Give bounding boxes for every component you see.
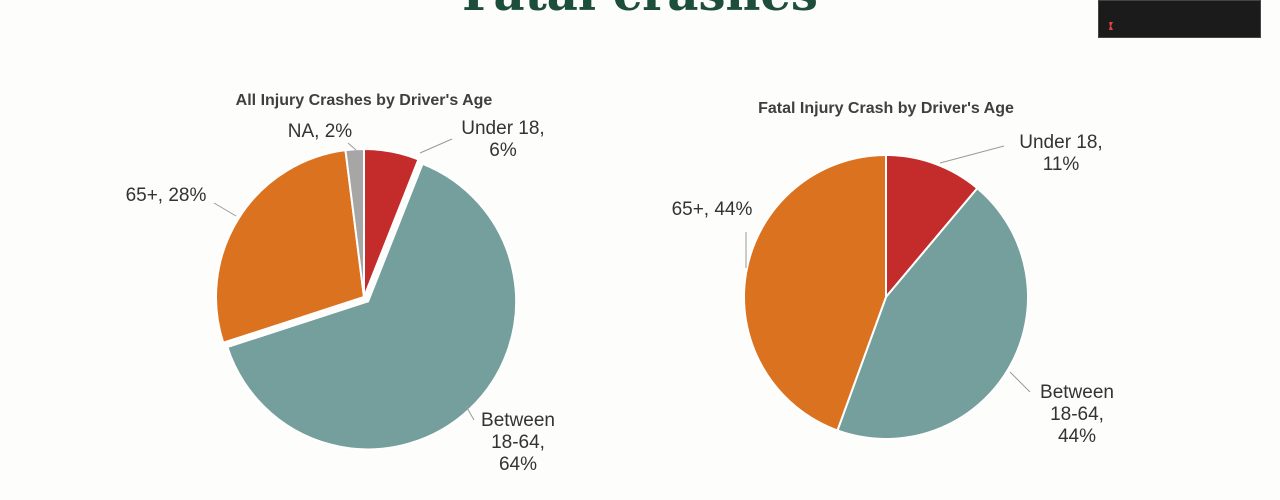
slide-title: Fatal crashes <box>0 0 1280 24</box>
leader-line <box>347 142 357 151</box>
slice-labels: Under 18, 6% Between 18-64, 64% 65+, 28% NA, 2… <box>126 118 555 475</box>
leader-lines <box>745 145 1031 393</box>
pie-slices <box>215 147 518 451</box>
leader-line <box>1009 371 1031 393</box>
fatal-injury-crash-pie-chart: Fatal Injury Crash by Driver's Age Under… <box>672 100 1114 447</box>
leader-line <box>213 202 237 217</box>
leader-lines <box>213 138 475 421</box>
pie-slice-65- <box>215 149 366 344</box>
pie-slices <box>743 153 1029 440</box>
leader-line <box>419 138 453 154</box>
leader-line <box>939 145 1005 164</box>
pie-slice-65- <box>743 153 887 432</box>
pie-slice-between-18-64 <box>226 162 518 451</box>
pie-slice-between-18-64 <box>836 186 1029 440</box>
chart-title: Fatal Injury Crash by Driver's Age <box>758 100 1014 117</box>
pie-slice-under-18 <box>885 153 979 300</box>
slice-label: 65+, 28% <box>126 185 207 206</box>
leader-line <box>465 405 475 421</box>
presenter-icon <box>1109 22 1113 30</box>
slice-label: Between 18-64, 64% <box>481 410 555 475</box>
slice-label: Under 18, 11% <box>1019 132 1102 175</box>
chart-title: All Injury Crashes by Driver's Age <box>236 92 493 109</box>
all-injury-crashes-pie-chart: All Injury Crashes by Driver's Age Under… <box>126 92 555 475</box>
slice-label: Under 18, 6% <box>461 118 544 161</box>
slice-label: NA, 2% <box>288 121 353 142</box>
video-thumbnail[interactable] <box>1098 0 1261 38</box>
slice-labels: Under 18, 11% Between 18-64, 44% 65+, 44% <box>672 132 1114 447</box>
slice-label: 65+, 44% <box>672 199 753 220</box>
slice-label: Between 18-64, 44% <box>1040 382 1114 447</box>
